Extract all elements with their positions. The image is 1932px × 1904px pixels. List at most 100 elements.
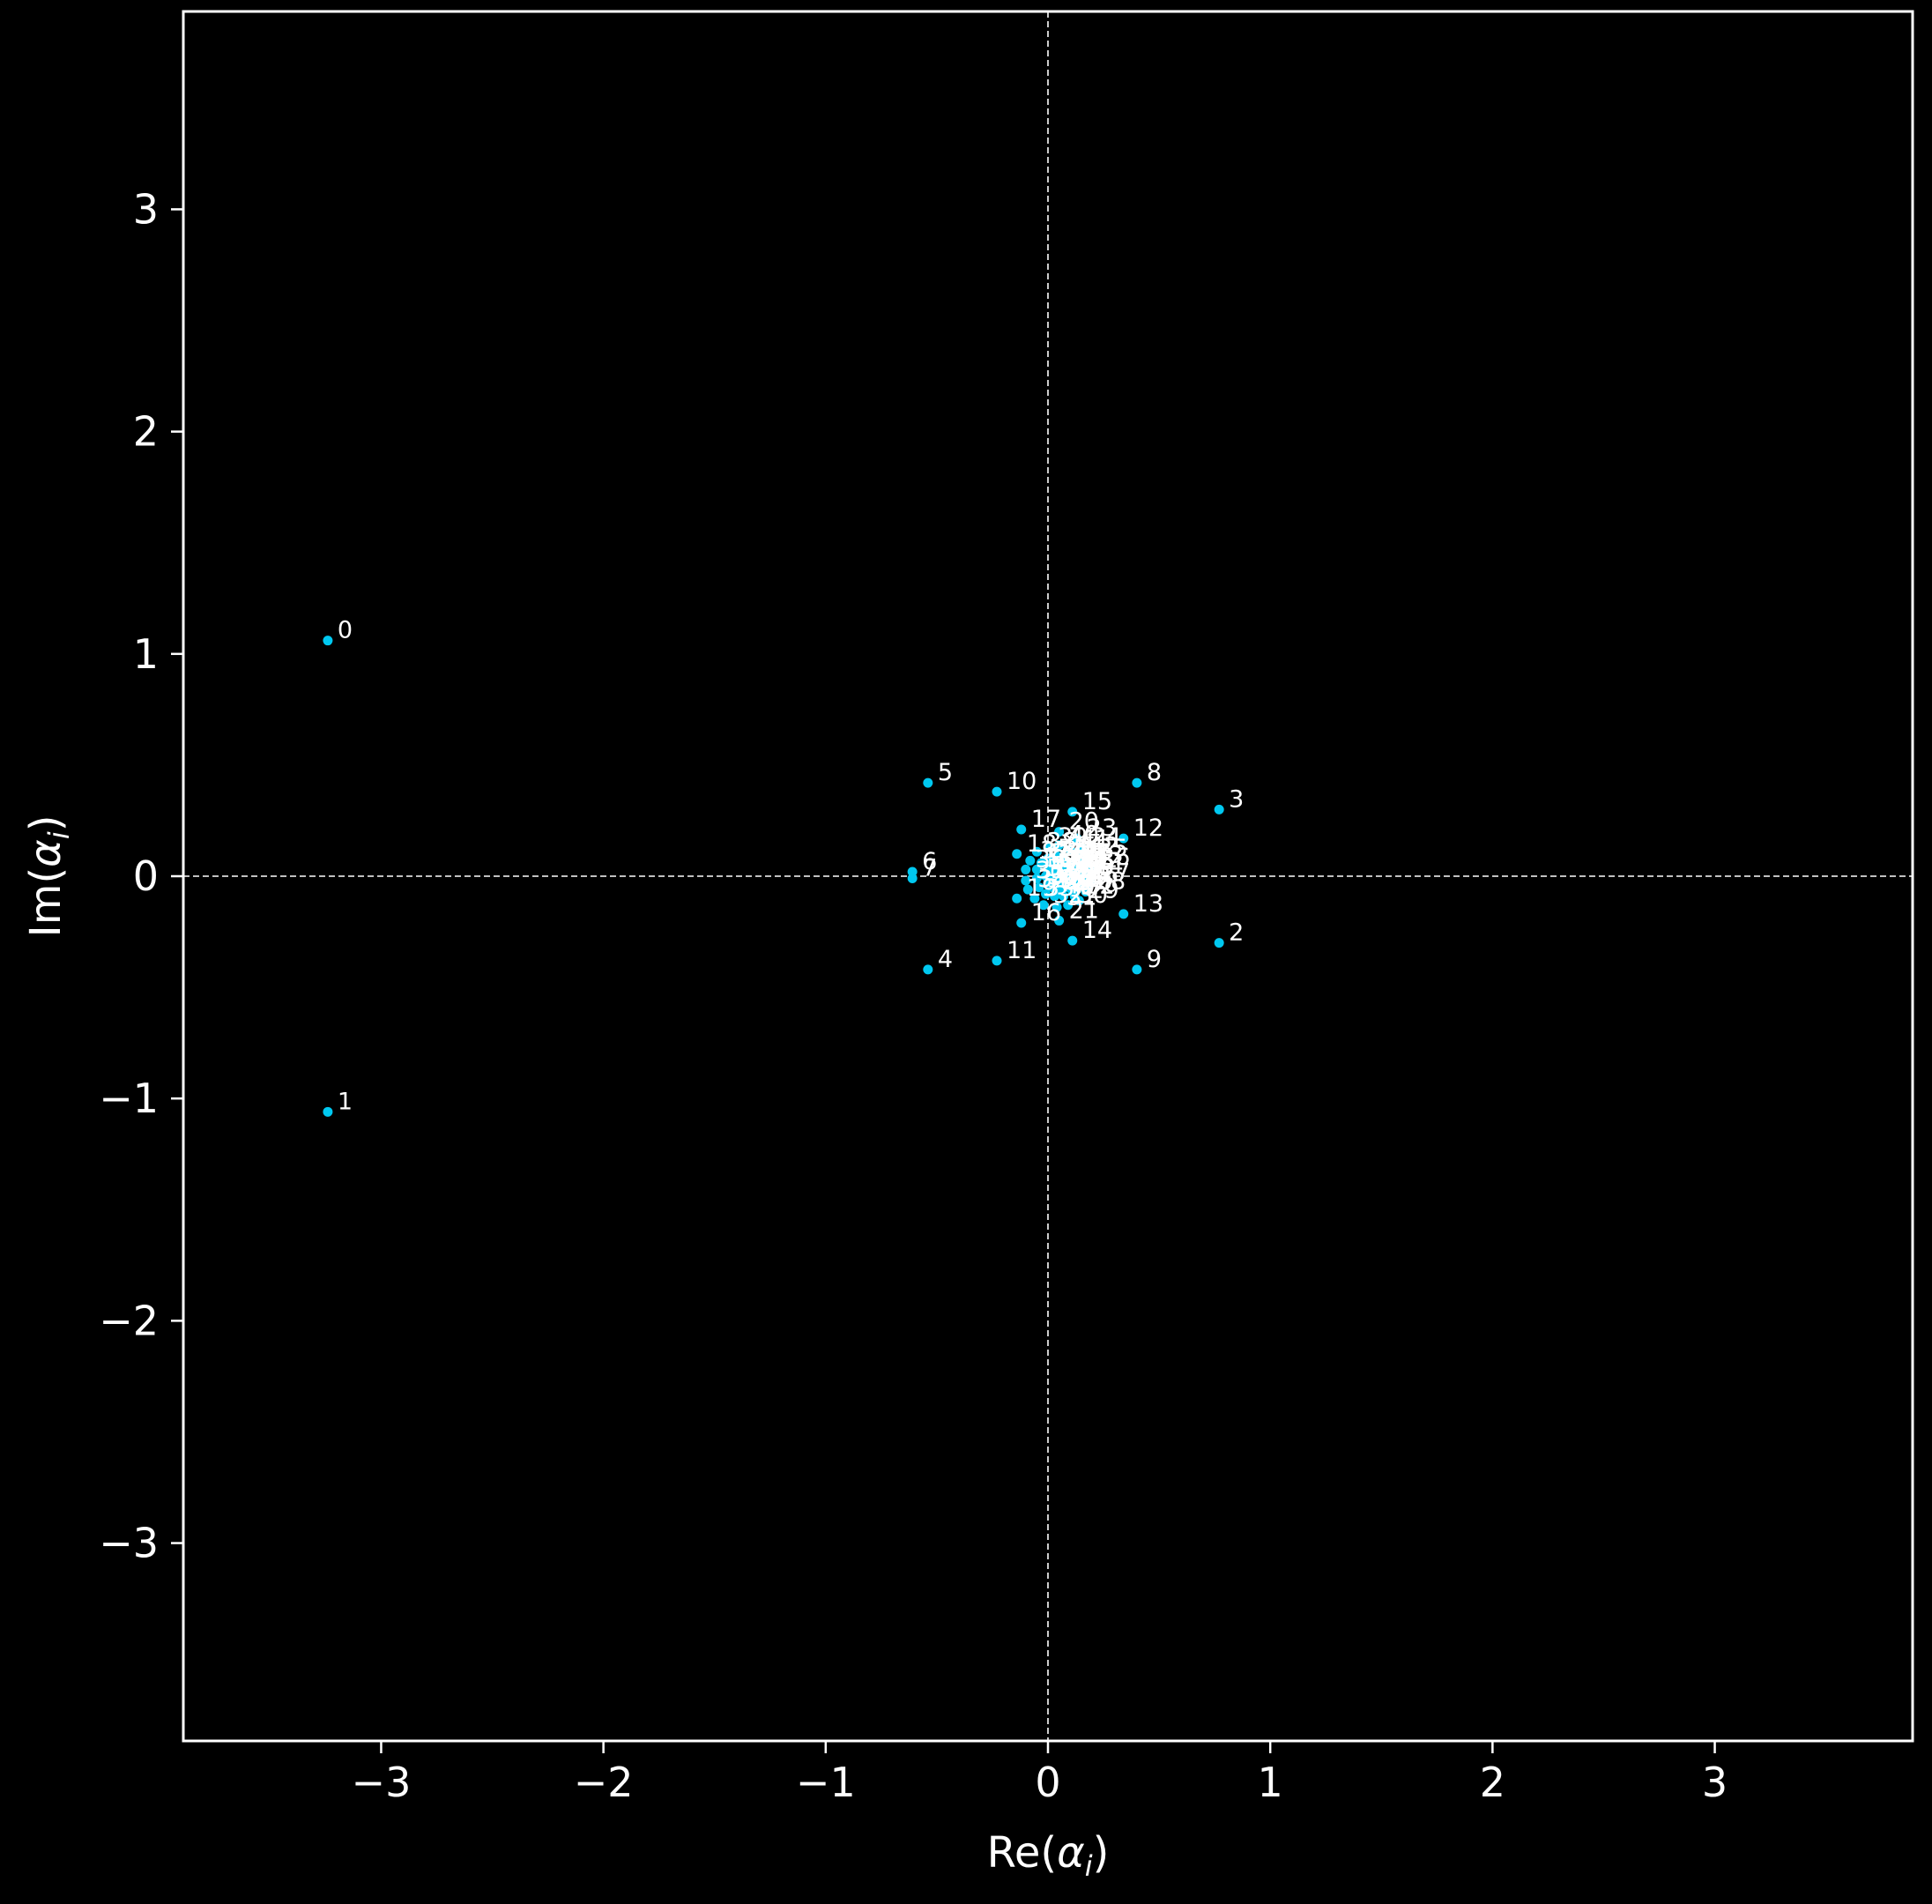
data-point-label: 78 — [1071, 845, 1101, 873]
data-point-label: 34 — [1037, 866, 1067, 893]
data-point-label: 15 — [1082, 788, 1112, 815]
data-point-label: 3 — [1229, 785, 1244, 813]
y-tick-label: −2 — [99, 1297, 159, 1344]
data-point — [1021, 875, 1031, 886]
y-axis-label: Im(αi) — [21, 815, 76, 938]
data-point — [907, 866, 918, 877]
data-point — [1063, 900, 1074, 911]
data-point-label: 38 — [1046, 828, 1076, 855]
data-point-label: 70 — [1078, 845, 1108, 873]
data-point-label: 64 — [1058, 859, 1088, 887]
data-point — [1074, 851, 1084, 861]
data-point — [923, 777, 933, 788]
data-point-label: 46 — [1082, 868, 1112, 896]
data-point — [1081, 887, 1091, 897]
data-point-label: 51 — [1046, 855, 1076, 882]
data-point — [1025, 855, 1036, 866]
data-point-label: 53 — [1051, 839, 1081, 866]
data-point — [1054, 827, 1065, 837]
data-point-label: 31 — [1066, 883, 1096, 911]
data-point-label: 16 — [1031, 899, 1061, 926]
data-point — [1016, 824, 1027, 835]
data-point — [1031, 846, 1042, 857]
data-point-label: 23 — [1087, 814, 1117, 842]
data-point-label: 5 — [938, 759, 953, 786]
data-point-label: 69 — [1074, 841, 1103, 868]
y-tick-label: −1 — [99, 1075, 159, 1122]
data-point-label: 19 — [1027, 874, 1057, 902]
data-point-label: 41 — [1080, 826, 1110, 853]
point-labels-layer: 0123456789101112131415161718192021222324… — [338, 617, 1244, 1116]
x-tick-label: −1 — [796, 1759, 856, 1806]
data-point — [1078, 859, 1089, 870]
x-axis-label: Re(αi) — [987, 1828, 1110, 1883]
data-point-label: 21 — [1069, 896, 1099, 924]
data-point-label: 12 — [1133, 814, 1163, 842]
data-point-label: 17 — [1031, 806, 1061, 833]
data-point-label: 48 — [1065, 873, 1095, 900]
y-tick-label: −3 — [99, 1520, 159, 1567]
data-point-label: 22 — [1084, 873, 1114, 900]
data-point — [1078, 871, 1089, 881]
data-point-label: 39 — [1058, 823, 1088, 851]
data-point-label: 40 — [1069, 822, 1099, 849]
data-point-label: 65 — [1055, 852, 1085, 880]
data-point-label: 63 — [1062, 864, 1092, 891]
data-point — [1214, 938, 1224, 948]
data-point-label: 55 — [1066, 832, 1096, 859]
data-point-label: 79 — [1074, 848, 1103, 875]
x-tick-label: 2 — [1480, 1759, 1505, 1806]
data-point — [1021, 864, 1031, 874]
data-point — [1043, 842, 1053, 852]
data-point-label: 37 — [1040, 837, 1070, 864]
data-point-label: 13 — [1133, 890, 1163, 918]
data-point — [1072, 833, 1082, 844]
data-point — [1034, 882, 1044, 893]
data-point — [1054, 915, 1065, 926]
data-point-label: 1 — [338, 1088, 353, 1115]
data-point-label: 75 — [1065, 855, 1095, 882]
x-axis-ticks: −3 −2 −1 0 1 2 3 — [352, 1741, 1728, 1806]
data-point-label: 33 — [1044, 874, 1074, 902]
data-point-label: 35 — [1036, 857, 1066, 884]
data-point-label: 61 — [1075, 864, 1105, 891]
data-point-label: 32 — [1053, 881, 1083, 909]
y-tick-label: 2 — [133, 408, 159, 456]
data-point-label: 36 — [1036, 845, 1066, 873]
data-point — [1038, 900, 1049, 911]
data-point-label: 66 — [1058, 845, 1088, 873]
data-point — [992, 786, 1002, 797]
data-point-label: 73 — [1071, 859, 1101, 887]
x-tick-label: 0 — [1035, 1759, 1060, 1806]
data-point — [1076, 842, 1087, 852]
data-point — [1031, 874, 1042, 884]
data-point-label: 77 — [1066, 845, 1096, 873]
data-point — [1067, 807, 1078, 817]
data-point-label: 6 — [922, 848, 937, 875]
data-point-label: 8 — [1147, 759, 1162, 786]
data-point-label: 50 — [1049, 864, 1079, 891]
data-point-label: 68 — [1069, 839, 1099, 866]
data-point-label: 56 — [1074, 835, 1103, 862]
data-point-label: 27 — [1100, 859, 1130, 887]
data-point — [1118, 909, 1129, 919]
data-point — [1022, 884, 1033, 895]
data-point — [1016, 918, 1027, 928]
data-point-label: 76 — [1065, 850, 1095, 877]
data-point — [907, 874, 918, 884]
data-point-label: 28 — [1096, 868, 1126, 896]
data-point-label: 49 — [1055, 870, 1085, 897]
data-point — [1040, 889, 1051, 899]
y-axis-ticks: −3 −2 −1 0 1 2 3 — [99, 185, 183, 1567]
data-point-label: 2 — [1229, 919, 1244, 947]
data-point-label: 57 — [1080, 839, 1110, 866]
data-point-label: 58 — [1084, 845, 1114, 873]
data-point-label: 29 — [1089, 877, 1118, 904]
data-point-label: 26 — [1100, 844, 1130, 871]
data-point — [1051, 902, 1062, 912]
y-tick-label: 1 — [133, 630, 159, 678]
data-point — [1029, 893, 1040, 904]
data-point-label: 14 — [1082, 917, 1112, 944]
data-point-label: 52 — [1046, 845, 1076, 873]
